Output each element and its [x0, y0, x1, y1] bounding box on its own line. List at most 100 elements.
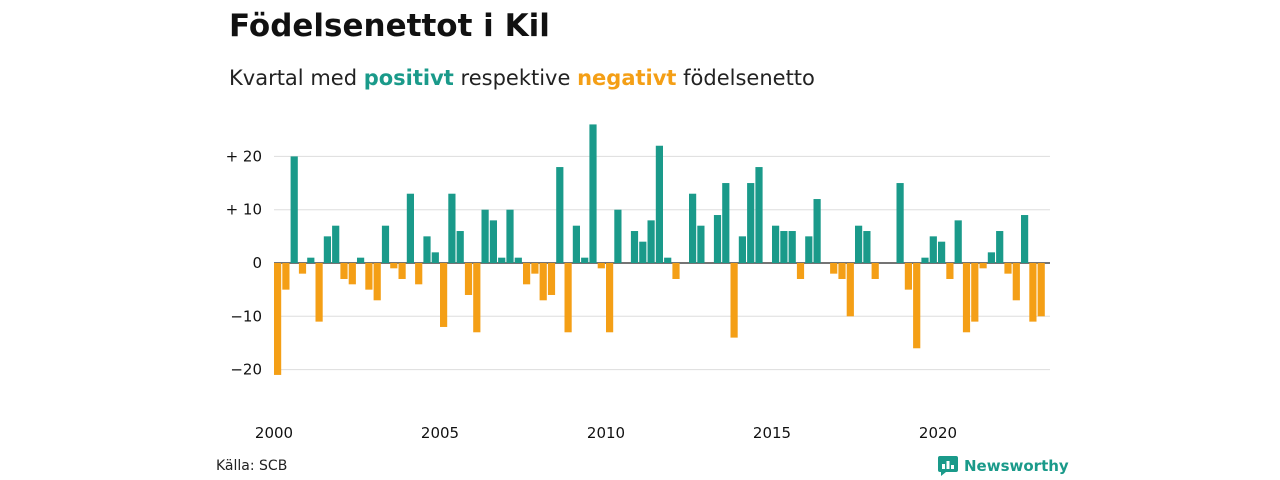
- x-tick-label: 2005: [421, 424, 459, 442]
- bar: [863, 231, 871, 263]
- bar: [938, 241, 946, 263]
- bar: [298, 263, 307, 274]
- bar: [946, 263, 954, 279]
- bar: [730, 263, 738, 338]
- brand-logo: Newsworthy: [938, 456, 1069, 476]
- bar: [755, 167, 763, 263]
- bar: [772, 225, 780, 263]
- bar: [498, 257, 506, 263]
- bar: [514, 257, 522, 263]
- bar: [456, 231, 464, 263]
- bar: [855, 225, 863, 263]
- bar: [655, 145, 663, 263]
- bar: [415, 263, 423, 285]
- y-tick-label: −10: [230, 307, 262, 325]
- bar: [689, 193, 697, 263]
- bar: [796, 263, 805, 279]
- bar: [531, 263, 539, 274]
- chart-subtitle: Kvartal med positivt respektive negativt…: [229, 66, 815, 90]
- bar: [630, 231, 639, 263]
- bar: [913, 263, 921, 349]
- bar: [805, 236, 813, 263]
- bar: [323, 236, 331, 263]
- bar: [780, 231, 788, 263]
- bar: [564, 263, 572, 333]
- bar: [606, 263, 614, 333]
- y-tick-label: + 20: [226, 147, 262, 165]
- x-tick-label: 2000: [255, 424, 293, 442]
- bar: [838, 263, 846, 279]
- bar: [373, 263, 381, 301]
- bar: [556, 167, 564, 263]
- bar: [871, 263, 879, 279]
- bar: [464, 263, 473, 295]
- bar: [489, 220, 497, 263]
- x-tick-label: 2010: [587, 424, 625, 442]
- subtitle-middle: respektive: [460, 66, 571, 90]
- bar: [788, 231, 796, 263]
- bar: [813, 199, 821, 263]
- bar: [473, 263, 481, 333]
- y-tick-label: + 10: [226, 201, 262, 219]
- bar: [406, 193, 414, 263]
- bar: [1012, 263, 1020, 301]
- bar: [830, 263, 838, 274]
- bar: [307, 257, 315, 263]
- bar: [647, 220, 655, 263]
- source-label: Källa: SCB: [216, 458, 288, 474]
- bar: [572, 225, 580, 263]
- subtitle-positive: positivt: [363, 66, 454, 90]
- bar: [896, 183, 904, 263]
- bar: [506, 209, 514, 263]
- subtitle-suffix: födelsenetto: [683, 66, 815, 90]
- bar: [1037, 263, 1045, 317]
- bar: [282, 263, 290, 290]
- subtitle-negative: negativt: [577, 66, 677, 90]
- bar: [315, 263, 323, 322]
- bar: [697, 225, 705, 263]
- bar: [481, 209, 489, 263]
- bar: [614, 209, 622, 263]
- bar: [539, 263, 547, 301]
- bar: [904, 263, 912, 290]
- bar: [581, 257, 589, 263]
- bar: [1021, 215, 1029, 263]
- bar: [523, 263, 531, 285]
- bar: [547, 263, 556, 295]
- newsworthy-icon: [938, 456, 958, 476]
- bar: [381, 225, 390, 263]
- bar: [962, 263, 971, 333]
- bar: [713, 215, 722, 263]
- bar: [589, 124, 597, 263]
- x-tick-label: 2015: [753, 424, 791, 442]
- bar: [398, 263, 406, 279]
- bar: [846, 263, 854, 317]
- bar: [440, 263, 448, 327]
- bar: [987, 252, 995, 263]
- bar: [274, 263, 282, 375]
- bar: [722, 183, 730, 263]
- bar: [423, 236, 431, 263]
- bar: [348, 263, 356, 285]
- bar: [639, 241, 647, 263]
- bar: [672, 263, 680, 279]
- brand-name: Newsworthy: [964, 457, 1069, 475]
- bar: [365, 263, 373, 290]
- subtitle-prefix: Kvartal med: [229, 66, 358, 90]
- bar: [1004, 263, 1012, 274]
- y-tick-label: −20: [230, 361, 262, 379]
- bar: [929, 236, 937, 263]
- bar: [332, 225, 340, 263]
- bar: [431, 252, 439, 263]
- bar: [1029, 263, 1037, 322]
- bar: [664, 257, 672, 263]
- bar: [979, 263, 987, 269]
- bar: [448, 193, 456, 263]
- bar: [996, 231, 1004, 263]
- bar: [390, 263, 398, 269]
- bar: [738, 236, 746, 263]
- chart-title: Födelsenettot i Kil: [229, 8, 550, 44]
- bar: [357, 257, 365, 263]
- bar: [747, 183, 755, 263]
